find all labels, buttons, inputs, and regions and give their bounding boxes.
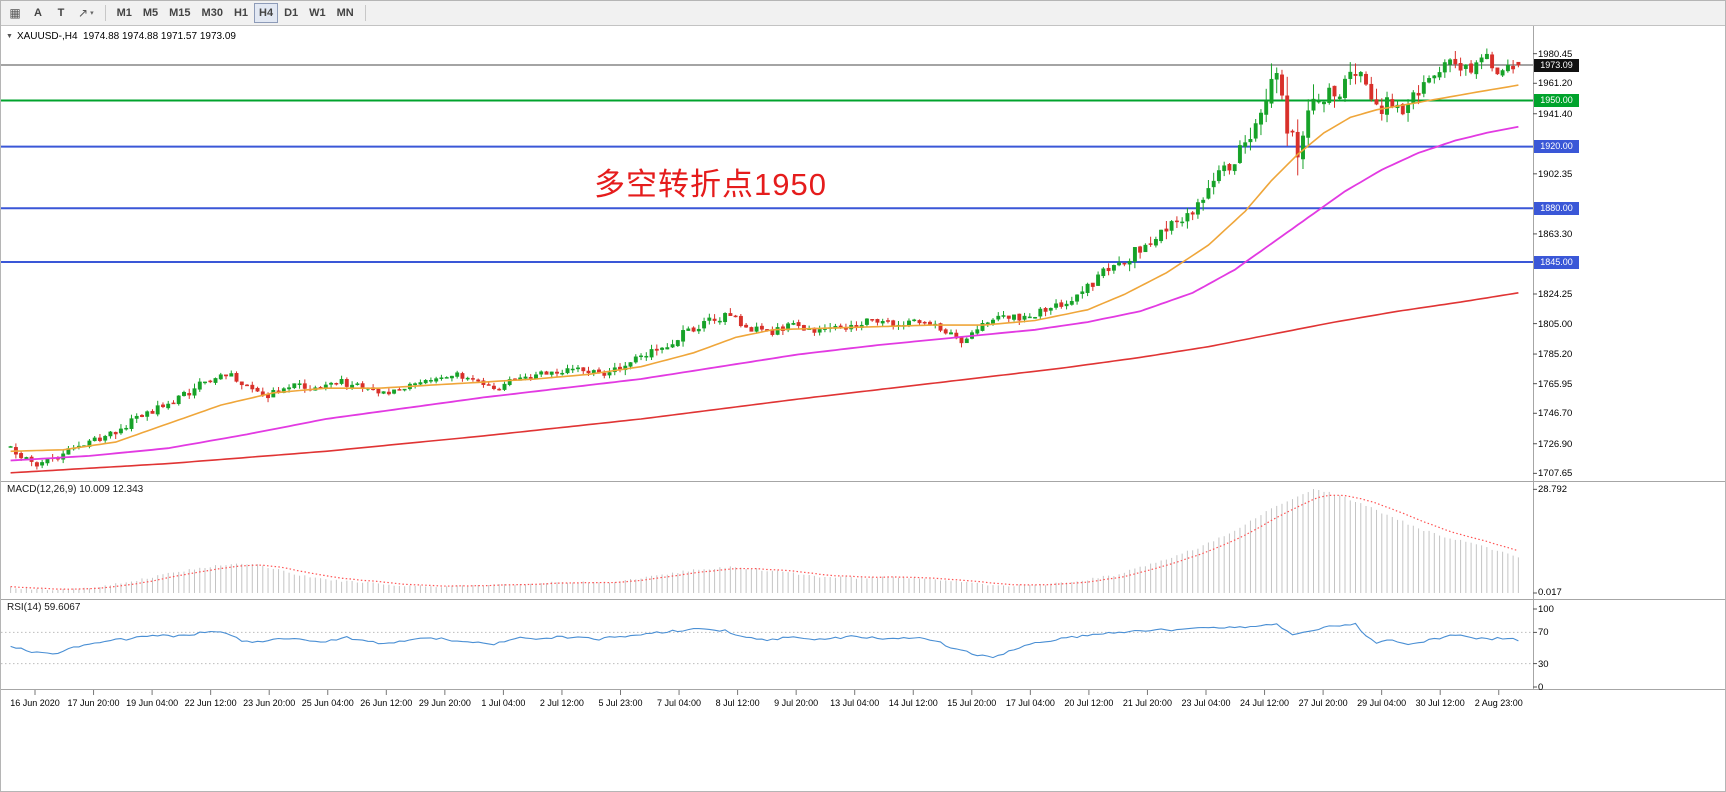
- grid-icon-button[interactable]: ▦: [4, 3, 26, 23]
- text-tool-button[interactable]: T: [50, 3, 72, 23]
- collapse-chart-icon[interactable]: ▼: [6, 33, 13, 40]
- text-tool-label: T: [57, 7, 65, 19]
- macd-panel[interactable]: [1, 482, 1533, 600]
- timeframe-w1-button[interactable]: W1: [304, 3, 331, 23]
- timeframe-m30-button[interactable]: M30: [197, 3, 228, 23]
- rsi-indicator-label: RSI(14) 59.6067: [7, 602, 81, 613]
- timeframe-h1-button[interactable]: H1: [229, 3, 253, 23]
- timeframe-m5-button[interactable]: M5: [138, 3, 163, 23]
- toolbar: ▦ A T ↗ ▾ M1 M5 M15 M30 H1 H4 D1 W1 MN: [1, 1, 1725, 26]
- arrow-tool-label: A: [34, 7, 42, 19]
- timeframe-m1-button[interactable]: M1: [112, 3, 137, 23]
- draw-tool-button[interactable]: ↗ ▾: [73, 3, 99, 23]
- macd-indicator-label: MACD(12,26,9) 10.009 12.343: [7, 484, 144, 495]
- chart-annotation-text[interactable]: 多空转折点1950: [594, 167, 827, 202]
- time-axis[interactable]: [1, 690, 1533, 718]
- timeframe-h4-button[interactable]: H4: [254, 3, 279, 23]
- timeframe-d1-button[interactable]: D1: [279, 3, 303, 23]
- chevron-down-icon: ▾: [90, 10, 94, 17]
- arrow-tool-button[interactable]: A: [27, 3, 49, 23]
- price-axis[interactable]: [1533, 26, 1725, 690]
- draw-arrow-icon: ↗: [78, 6, 89, 20]
- grid-icon: ▦: [9, 6, 21, 20]
- main-chart-canvas[interactable]: [1, 26, 1533, 482]
- timeframe-group: M1 M5 M15 M30 H1 H4 D1 W1 MN: [112, 3, 359, 23]
- timeframe-mn-button[interactable]: MN: [332, 3, 359, 23]
- symbol-info-line: ▼ XAUUSD-,H4 1974.88 1974.88 1971.57 197…: [6, 31, 236, 42]
- timeframe-m15-button[interactable]: M15: [164, 3, 195, 23]
- symbol-ohlc-text: XAUUSD-,H4 1974.88 1974.88 1971.57 1973.…: [16, 31, 236, 42]
- toolbar-separator: [104, 5, 106, 21]
- toolbar-separator: [364, 5, 366, 21]
- rsi-panel[interactable]: [1, 600, 1533, 690]
